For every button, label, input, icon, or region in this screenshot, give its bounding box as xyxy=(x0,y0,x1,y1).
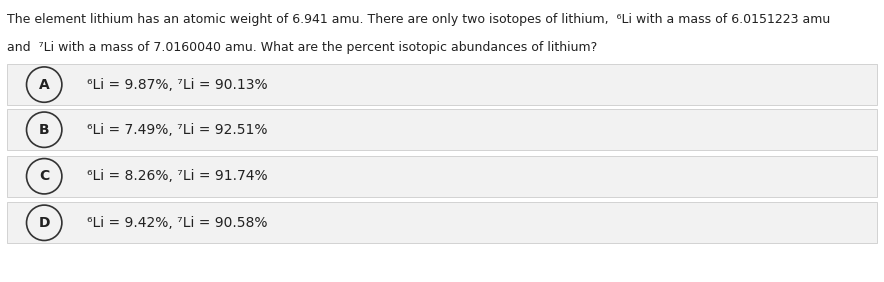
Text: A: A xyxy=(39,78,50,92)
FancyBboxPatch shape xyxy=(7,156,877,197)
FancyBboxPatch shape xyxy=(7,109,877,150)
Text: C: C xyxy=(39,169,50,183)
Ellipse shape xyxy=(27,112,62,147)
Text: and  ⁷Li with a mass of 7.0160040 amu. What are the percent isotopic abundances : and ⁷Li with a mass of 7.0160040 amu. Wh… xyxy=(7,41,598,54)
Text: D: D xyxy=(38,216,50,230)
Text: ⁶Li = 9.42%, ⁷Li = 90.58%: ⁶Li = 9.42%, ⁷Li = 90.58% xyxy=(87,216,267,230)
FancyBboxPatch shape xyxy=(7,64,877,105)
Ellipse shape xyxy=(27,67,62,102)
Text: ⁶Li = 9.87%, ⁷Li = 90.13%: ⁶Li = 9.87%, ⁷Li = 90.13% xyxy=(87,78,267,92)
Ellipse shape xyxy=(27,158,62,194)
FancyBboxPatch shape xyxy=(7,202,877,243)
Text: ⁶Li = 8.26%, ⁷Li = 91.74%: ⁶Li = 8.26%, ⁷Li = 91.74% xyxy=(87,169,267,183)
Text: ⁶Li = 7.49%, ⁷Li = 92.51%: ⁶Li = 7.49%, ⁷Li = 92.51% xyxy=(87,123,267,137)
Text: The element lithium has an atomic weight of 6.941 amu. There are only two isotop: The element lithium has an atomic weight… xyxy=(7,13,830,26)
Text: B: B xyxy=(39,123,50,137)
Ellipse shape xyxy=(27,205,62,241)
